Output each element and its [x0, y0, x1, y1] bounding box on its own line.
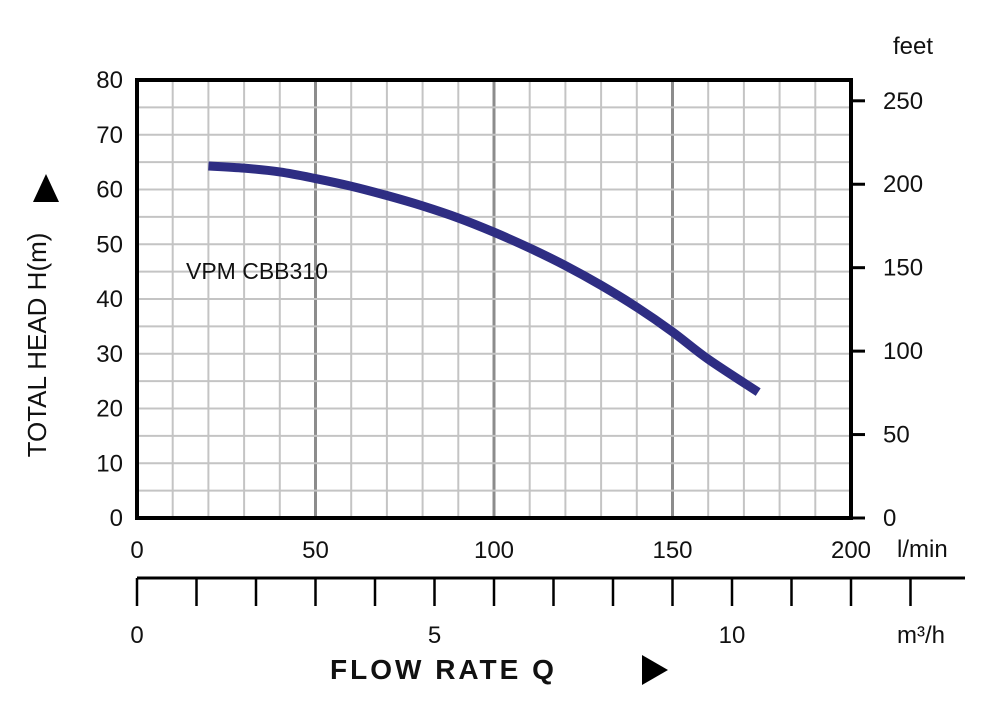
plot-frame: [135, 78, 853, 520]
y2-tick-label: 250: [883, 88, 923, 115]
x2-tick-label: 5: [428, 622, 441, 649]
y-axis-arrow-icon: [33, 174, 59, 202]
series-line: [208, 161, 761, 396]
y-tick-label: 20: [96, 396, 123, 423]
y2-axis-ticks: 0 50 100 150 200 250: [851, 88, 923, 532]
y-tick-label: 60: [96, 177, 123, 204]
y-axis-label: TOTAL HEAD H(m): [22, 233, 52, 458]
y2-tick-label: 200: [883, 171, 923, 198]
y-tick-label: 40: [96, 286, 123, 313]
y2-axis-label: feet: [893, 33, 933, 60]
y-tick-label: 10: [96, 450, 123, 477]
x-axis-arrow-icon: [642, 655, 668, 685]
y2-tick-label: 150: [883, 255, 923, 282]
x-axis-unit-label: l/min: [897, 536, 948, 563]
x-tick-label: 0: [130, 537, 143, 564]
y2-tick-label: 50: [883, 422, 910, 449]
x2-axis-unit-label: m³/h: [897, 622, 945, 649]
x-tick-label: 50: [302, 537, 329, 564]
x-axis-title: FLOW RATE Q: [330, 654, 557, 685]
y-tick-label: 50: [96, 231, 123, 258]
series-layer: [208, 161, 761, 396]
x2-axis: 0 5 10: [130, 576, 965, 649]
grid-lines: [137, 80, 851, 518]
y-tick-label: 70: [96, 122, 123, 149]
x2-tick-label: 10: [719, 622, 746, 649]
series-label: VPM CBB310: [186, 258, 328, 284]
y-tick-label: 80: [96, 67, 123, 94]
x-tick-label: 200: [831, 537, 871, 564]
y-tick-label: 0: [110, 505, 123, 532]
x2-tick-label: 0: [130, 622, 143, 649]
x-tick-label: 150: [652, 537, 692, 564]
y2-tick-label: 0: [883, 505, 896, 532]
x-axis-ticks: 0 50 100 150 200: [130, 537, 871, 564]
y2-tick-label: 100: [883, 338, 923, 365]
x-tick-label: 100: [474, 537, 514, 564]
y-axis-ticks: 0 10 20 30 40 50 60 70 80: [96, 67, 123, 532]
y-tick-label: 30: [96, 341, 123, 368]
